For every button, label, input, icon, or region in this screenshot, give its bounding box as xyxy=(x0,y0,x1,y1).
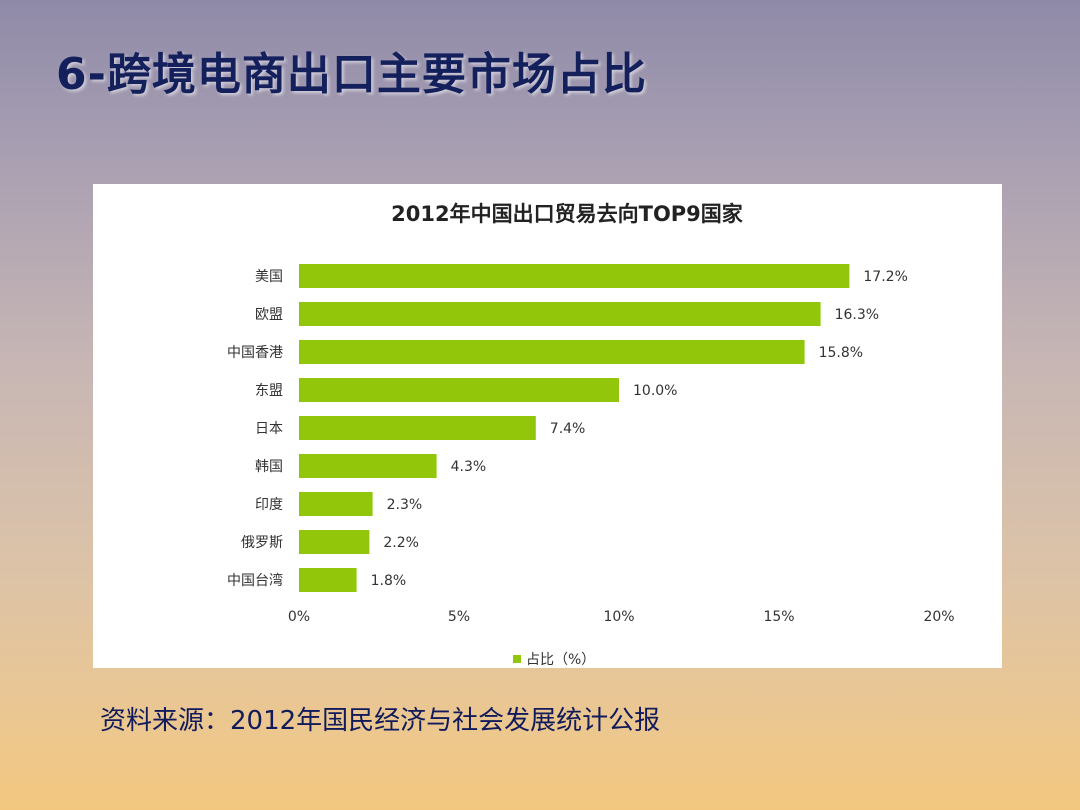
bar-5 xyxy=(299,454,437,478)
category-label: 欧盟 xyxy=(255,307,283,323)
category-label: 美国 xyxy=(255,269,283,285)
category-label: 俄罗斯 xyxy=(241,535,283,551)
category-label: 中国香港 xyxy=(227,345,283,361)
bar-6 xyxy=(299,492,373,516)
bar-7 xyxy=(299,530,370,554)
value-label: 7.4% xyxy=(550,421,586,437)
chart-panel: 2012年中国出口贸易去向TOP9国家美国 17.2% 欧盟 16.3% 中国香港 15.… xyxy=(93,184,1002,668)
bar-4 xyxy=(299,416,536,440)
legend-label: 占比（%） xyxy=(526,652,595,668)
x-tick-label: 20% xyxy=(923,609,954,625)
source-note: 资料来源：2012年国民经济与社会发展统计公报 xyxy=(100,706,661,736)
category-label: 日本 xyxy=(255,421,283,437)
category-label: 中国台湾 xyxy=(227,572,283,589)
value-label: 1.8% xyxy=(371,573,407,589)
bar-8 xyxy=(299,568,357,592)
bar-0 xyxy=(299,264,850,288)
x-tick-label: 15% xyxy=(763,609,794,625)
chart-title: 2012年中国出口贸易去向TOP9国家 xyxy=(391,202,744,226)
legend-swatch xyxy=(513,655,521,663)
value-label: 4.3% xyxy=(451,459,487,475)
category-label: 印度 xyxy=(255,497,283,513)
bar-1 xyxy=(299,302,821,326)
value-label: 16.3% xyxy=(835,307,879,323)
bar-2 xyxy=(299,340,805,364)
value-label: 2.2% xyxy=(383,535,419,551)
value-label: 10.0% xyxy=(633,383,677,399)
value-label: 2.3% xyxy=(387,497,423,513)
value-label: 17.2% xyxy=(863,269,907,285)
x-tick-label: 10% xyxy=(603,609,634,625)
category-label: 韩国 xyxy=(255,459,283,475)
category-label: 东盟 xyxy=(255,383,283,399)
slide-title: 6-跨境电商出口主要市场占比 xyxy=(56,49,647,100)
bar-3 xyxy=(299,378,619,402)
value-label: 15.8% xyxy=(819,345,863,361)
x-tick-label: 0% xyxy=(288,609,310,625)
x-tick-label: 5% xyxy=(448,609,470,625)
